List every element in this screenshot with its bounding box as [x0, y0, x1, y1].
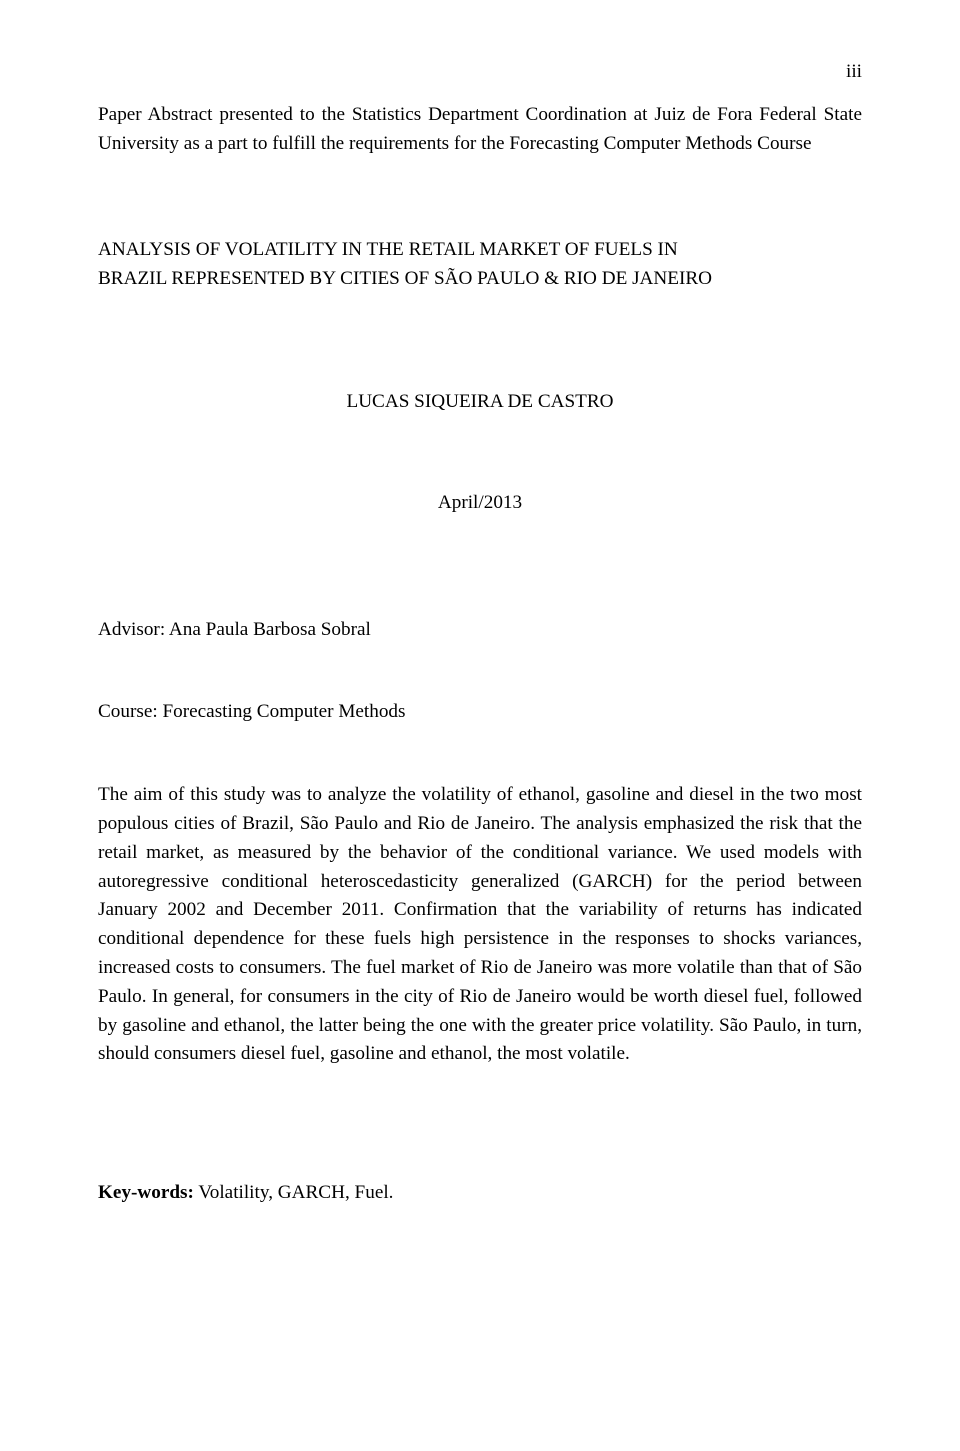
advisor-line: Advisor: Ana Paula Barbosa Sobral: [98, 616, 862, 645]
keywords-value: Volatility, GARCH, Fuel.: [194, 1182, 394, 1203]
title-line-2: BRAZIL REPRESENTED BY CITIES OF SÃO PAUL…: [98, 265, 862, 294]
date: April/2013: [98, 489, 862, 518]
title-line-1: ANALYSIS OF VOLATILITY IN THE RETAIL MAR…: [98, 236, 862, 265]
author-name: LUCAS SIQUEIRA DE CASTRO: [98, 388, 862, 417]
abstract-paragraph: The aim of this study was to analyze the…: [98, 781, 862, 1069]
paper-title: ANALYSIS OF VOLATILITY IN THE RETAIL MAR…: [98, 236, 862, 294]
course-line: Course: Forecasting Computer Methods: [98, 698, 862, 727]
keywords-label: Key-words:: [98, 1182, 194, 1203]
page-number: iii: [98, 58, 862, 87]
keywords-line: Key-words: Volatility, GARCH, Fuel.: [98, 1179, 862, 1208]
intro-paragraph: Paper Abstract presented to the Statisti…: [98, 101, 862, 159]
